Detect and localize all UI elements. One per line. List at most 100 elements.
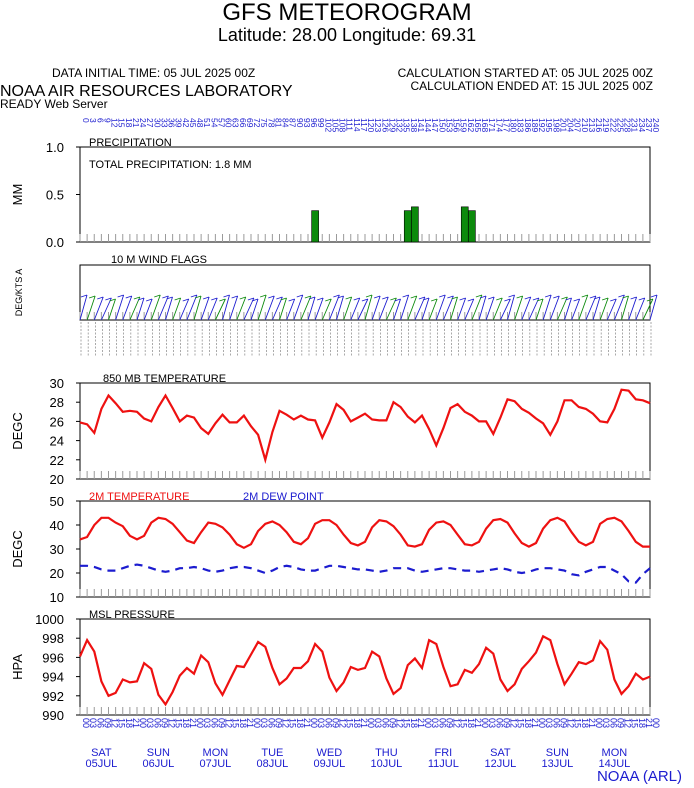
day-date-label: 05JUL bbox=[85, 758, 117, 770]
top-hour-label: 12 bbox=[110, 118, 120, 128]
day-weekday-label: SAT bbox=[91, 747, 112, 759]
wind-barb bbox=[382, 296, 389, 300]
y-tick-label: 996 bbox=[42, 650, 64, 665]
wind-barb bbox=[630, 296, 637, 300]
wind-flag bbox=[599, 297, 609, 321]
hour-label: 21 bbox=[131, 718, 141, 728]
wind-flag bbox=[222, 294, 230, 321]
top-hour-label: 123 bbox=[373, 118, 383, 132]
hour-label: 00 bbox=[81, 718, 91, 728]
wind-flag bbox=[350, 297, 361, 321]
wind-barb bbox=[223, 294, 230, 298]
wind-barb bbox=[353, 297, 360, 301]
top-hour-label: 198 bbox=[551, 118, 561, 132]
hour-label: 21 bbox=[587, 718, 597, 728]
wind-flag bbox=[129, 296, 141, 321]
top-hour-label: 99 bbox=[316, 118, 326, 128]
dewpoint-line bbox=[80, 563, 651, 584]
wind-barb bbox=[439, 294, 446, 298]
top-hour-label: 234 bbox=[637, 118, 647, 132]
hour-label: 06 bbox=[437, 718, 447, 728]
wind-flag bbox=[621, 295, 629, 321]
wind-barb bbox=[638, 297, 645, 301]
y-tick-label: 20 bbox=[50, 472, 64, 487]
top-hour-label: 168 bbox=[480, 118, 490, 132]
wind-flag bbox=[336, 295, 344, 321]
hour-label: 00 bbox=[594, 718, 604, 728]
wind-barb bbox=[532, 297, 540, 301]
top-hour-label: 240 bbox=[651, 118, 661, 132]
wind-flag bbox=[108, 298, 116, 321]
hour-label: 21 bbox=[188, 718, 198, 728]
y-tick-label: 26 bbox=[50, 414, 64, 429]
day-date-label: 12JUL bbox=[484, 758, 516, 770]
hour-label: 12 bbox=[224, 718, 234, 728]
wind-flag bbox=[186, 294, 198, 321]
wind-barb bbox=[166, 296, 173, 300]
wind-barb bbox=[504, 298, 511, 302]
hour-label: 18 bbox=[523, 718, 533, 728]
hour-label: 06 bbox=[209, 718, 219, 728]
wind-barb bbox=[581, 294, 588, 298]
wind-barb bbox=[467, 298, 474, 302]
hour-label: 00 bbox=[480, 718, 490, 728]
wind-flag bbox=[122, 295, 133, 321]
hour-label: 03 bbox=[259, 718, 269, 728]
wind-flag bbox=[492, 297, 503, 321]
wind-barb bbox=[508, 294, 515, 298]
top-hour-label: 219 bbox=[601, 118, 611, 132]
day-weekday-label: SUN bbox=[147, 747, 170, 759]
wind-flag bbox=[628, 296, 638, 321]
wind-flag bbox=[378, 296, 389, 321]
top-hour-label: 3 bbox=[88, 118, 98, 123]
wind-flag bbox=[535, 298, 544, 321]
wind-barb bbox=[447, 295, 454, 299]
hour-label: 09 bbox=[558, 718, 568, 728]
wind-barb bbox=[345, 296, 352, 300]
top-hour-label: 144 bbox=[423, 118, 433, 132]
day-weekday-label: SUN bbox=[546, 747, 569, 759]
precip-bar bbox=[403, 210, 412, 243]
wind-flag bbox=[172, 297, 182, 321]
hour-label: 03 bbox=[88, 718, 98, 728]
wind-flag bbox=[279, 297, 287, 321]
wind-flag bbox=[592, 296, 601, 321]
hour-label: 06 bbox=[323, 718, 333, 728]
wind-flag bbox=[585, 295, 597, 321]
top-hour-label: 159 bbox=[459, 118, 469, 132]
wind-barb bbox=[418, 296, 426, 300]
wind-flag bbox=[214, 298, 226, 321]
hour-label: 06 bbox=[380, 718, 390, 728]
hour-label: 18 bbox=[238, 718, 248, 728]
day-weekday-label: SAT bbox=[490, 747, 511, 759]
top-hour-label: 72 bbox=[252, 118, 262, 128]
hour-label: 21 bbox=[473, 718, 483, 728]
hour-label: 18 bbox=[466, 718, 476, 728]
legend-dewpoint: 2M DEW POINT bbox=[243, 491, 324, 503]
wind-barb bbox=[133, 296, 141, 300]
y-tick-label: 990 bbox=[42, 708, 64, 723]
hour-label: 15 bbox=[345, 718, 355, 728]
wind-flag bbox=[271, 296, 283, 321]
hour-label: 06 bbox=[266, 718, 276, 728]
day-date-label: 06JUL bbox=[142, 758, 174, 770]
hour-label: 21 bbox=[302, 718, 312, 728]
wind-barb bbox=[202, 296, 210, 300]
hour-label: 06 bbox=[95, 718, 105, 728]
hour-label: 21 bbox=[530, 718, 540, 728]
top-hour-label: 141 bbox=[416, 118, 426, 132]
hour-label: 00 bbox=[309, 718, 319, 728]
day-weekday-label: MON bbox=[203, 747, 229, 759]
top-hour-label: 180 bbox=[509, 118, 519, 132]
panel-title: MSL PRESSURE bbox=[89, 609, 175, 621]
wind-barb bbox=[610, 298, 617, 302]
top-hour-label: 45 bbox=[188, 118, 198, 128]
day-date-label: 07JUL bbox=[199, 758, 231, 770]
wind-barb bbox=[259, 294, 267, 298]
wind-barb bbox=[251, 298, 259, 302]
top-hour-label: 18 bbox=[124, 118, 134, 128]
wind-flag bbox=[229, 295, 239, 321]
wind-flag bbox=[499, 298, 511, 321]
hour-label: 00 bbox=[537, 718, 547, 728]
